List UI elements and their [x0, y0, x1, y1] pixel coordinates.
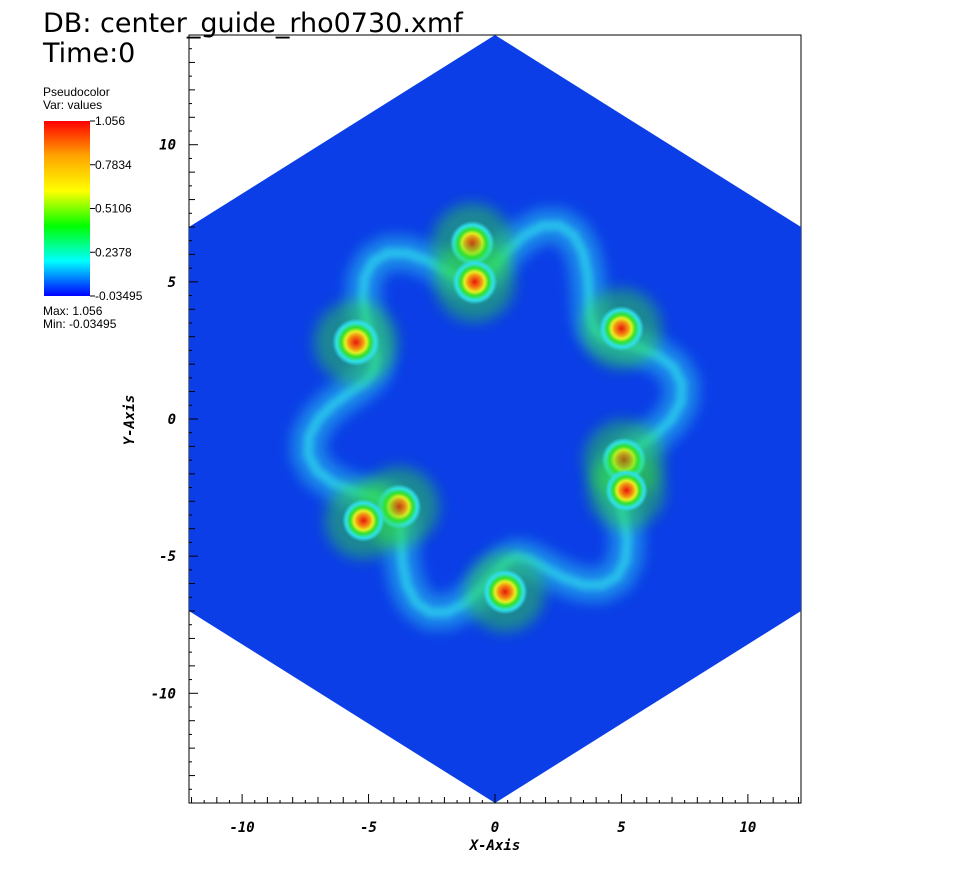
vortex-core — [598, 305, 644, 351]
x-axis-ticks — [191, 794, 799, 803]
x-tick-label: 5 — [617, 820, 625, 836]
y-tick-label: 0 — [168, 412, 176, 428]
density-field — [291, 203, 699, 632]
y-axis-label: Y-Axis — [122, 395, 138, 446]
x-tick-label: 0 — [491, 820, 499, 836]
vortex-core — [342, 499, 385, 542]
x-tick-label: -10 — [229, 820, 254, 836]
vortex-core — [605, 468, 648, 512]
colorbar-tick-label: 0.2378 — [95, 245, 132, 259]
colorbar-tick-label: 0.5106 — [95, 202, 132, 216]
y-tick-label: 10 — [159, 138, 176, 154]
vortex-core — [482, 569, 528, 615]
colorbar-tick-label: -0.03495 — [95, 289, 143, 303]
legend-variable-label: Var: values — [43, 98, 103, 112]
colorbar — [44, 121, 90, 296]
y-axis-tick-labels: 10 5 0 -5 -10 — [151, 138, 176, 703]
y-tick-label: 5 — [168, 275, 176, 291]
vortex-core — [452, 259, 498, 305]
legend-min-label: Min: -0.03495 — [43, 317, 117, 331]
colorbar-ticks: 1.056 0.7834 0.5106 0.2378 -0.03495 — [90, 114, 143, 303]
x-axis-label: X-Axis — [469, 838, 521, 854]
legend-plot-type: Pseudocolor — [43, 85, 110, 99]
database-title: DB: center_guide_rho0730.xmf — [43, 8, 463, 39]
hexagon-domain — [189, 35, 801, 803]
time-label: Time:0 — [43, 38, 136, 69]
filament-core — [303, 220, 687, 618]
y-tick-label: -5 — [159, 549, 176, 565]
vortex-core — [332, 318, 380, 366]
x-tick-label: -5 — [360, 820, 377, 836]
x-tick-label: 10 — [739, 820, 756, 836]
colorbar-tick-label: 1.056 — [95, 114, 125, 128]
x-axis-tick-labels: -10 -5 0 5 10 — [229, 820, 756, 836]
legend-max-label: Max: 1.056 — [43, 304, 103, 318]
y-axis-ticks — [189, 34, 198, 804]
colorbar-tick-label: 0.7834 — [95, 158, 132, 172]
y-tick-label: -10 — [151, 686, 176, 702]
